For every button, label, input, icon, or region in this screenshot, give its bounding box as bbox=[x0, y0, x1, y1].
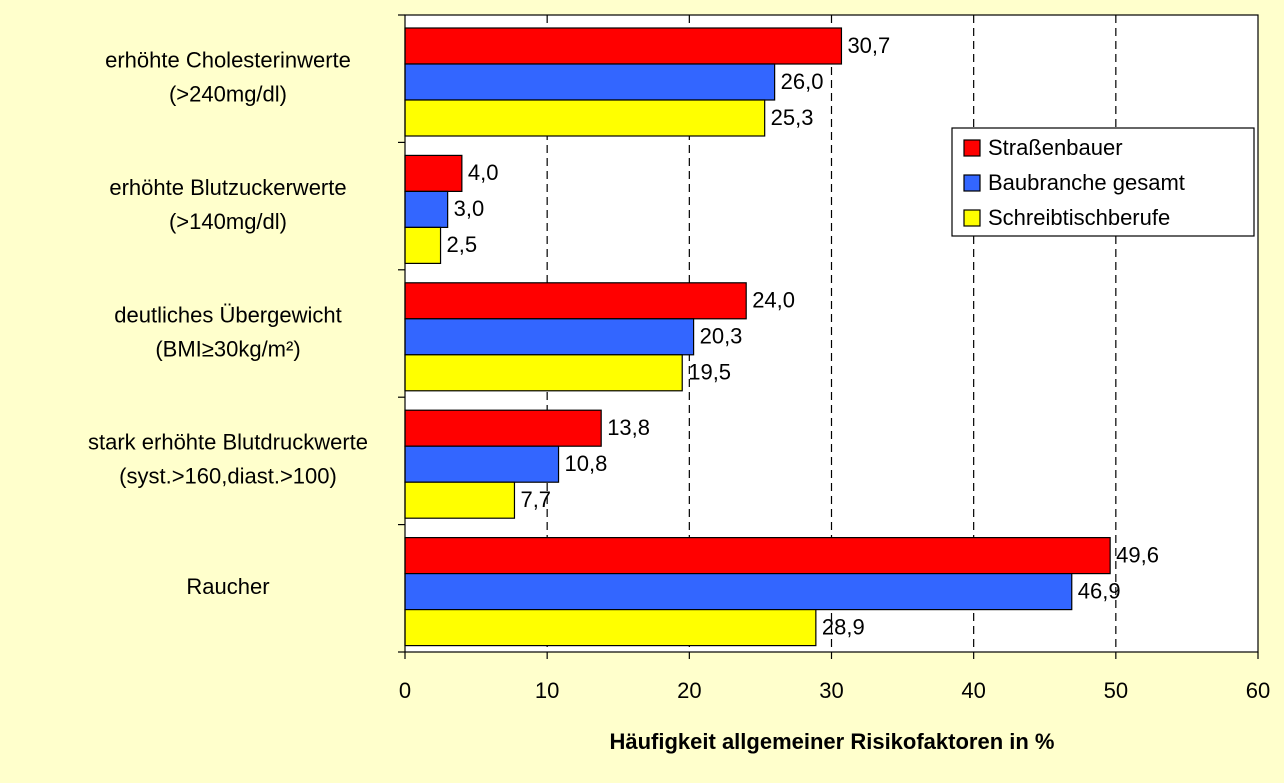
bar bbox=[404, 354, 683, 392]
y-tick-label: (BMI≥30kg/m²) bbox=[155, 336, 300, 361]
value-label: 49,6 bbox=[1116, 542, 1159, 567]
legend-label: Straßenbauer bbox=[988, 135, 1123, 160]
bar bbox=[404, 318, 695, 356]
bar bbox=[404, 409, 602, 447]
y-tick-label: erhöhte Cholesterinwerte bbox=[105, 48, 351, 73]
y-tick-label: (>140mg/dl) bbox=[169, 209, 287, 234]
value-label: 20,3 bbox=[700, 324, 743, 349]
bar bbox=[404, 226, 442, 264]
bar bbox=[404, 63, 776, 101]
value-label: 25,3 bbox=[771, 105, 814, 130]
x-axis-title: Häufigkeit allgemeiner Risikofaktoren in… bbox=[609, 729, 1054, 754]
legend-swatch bbox=[963, 209, 981, 227]
x-tick-label: 20 bbox=[677, 678, 701, 703]
bar bbox=[404, 445, 560, 483]
legend-swatch bbox=[963, 174, 981, 192]
value-label: 4,0 bbox=[468, 160, 499, 185]
value-label: 19,5 bbox=[688, 360, 731, 385]
bar bbox=[404, 99, 766, 137]
value-label: 7,7 bbox=[520, 487, 551, 512]
y-tick-label: (syst.>160,diast.>100) bbox=[119, 464, 337, 489]
x-tick-label: 0 bbox=[399, 678, 411, 703]
x-tick-label: 50 bbox=[1104, 678, 1128, 703]
x-tick-label: 30 bbox=[819, 678, 843, 703]
bar bbox=[404, 282, 747, 320]
plot-border bbox=[404, 14, 1259, 653]
x-tick-label: 40 bbox=[961, 678, 985, 703]
y-tick-label: (>240mg/dl) bbox=[169, 82, 287, 107]
value-label: 10,8 bbox=[565, 451, 608, 476]
value-label: 3,0 bbox=[454, 196, 485, 221]
x-tick-label: 10 bbox=[535, 678, 559, 703]
bar bbox=[404, 190, 449, 228]
value-label: 28,9 bbox=[822, 614, 865, 639]
value-label: 30,7 bbox=[847, 33, 890, 58]
legend-label: Schreibtischberufe bbox=[988, 205, 1170, 230]
y-tick-label: erhöhte Blutzuckerwerte bbox=[109, 175, 346, 200]
bar bbox=[404, 536, 1111, 575]
x-tick-label: 60 bbox=[1246, 678, 1270, 703]
y-tick-label: stark erhöhte Blutdruckwerte bbox=[88, 430, 368, 455]
value-label: 24,0 bbox=[752, 288, 795, 313]
legend-label: Baubranche gesamt bbox=[988, 170, 1185, 195]
y-tick-label: Raucher bbox=[186, 574, 269, 599]
value-label: 2,5 bbox=[447, 232, 478, 257]
bar bbox=[404, 154, 463, 192]
legend-swatch bbox=[963, 139, 981, 157]
value-label: 46,9 bbox=[1078, 578, 1121, 603]
y-tick-label: deutliches Übergewicht bbox=[114, 302, 341, 327]
bar bbox=[404, 481, 516, 519]
value-label: 26,0 bbox=[781, 69, 824, 94]
bar bbox=[404, 608, 817, 647]
legend-box bbox=[951, 127, 1255, 237]
bar bbox=[404, 27, 843, 65]
bar bbox=[404, 572, 1073, 611]
value-label: 13,8 bbox=[607, 415, 650, 440]
